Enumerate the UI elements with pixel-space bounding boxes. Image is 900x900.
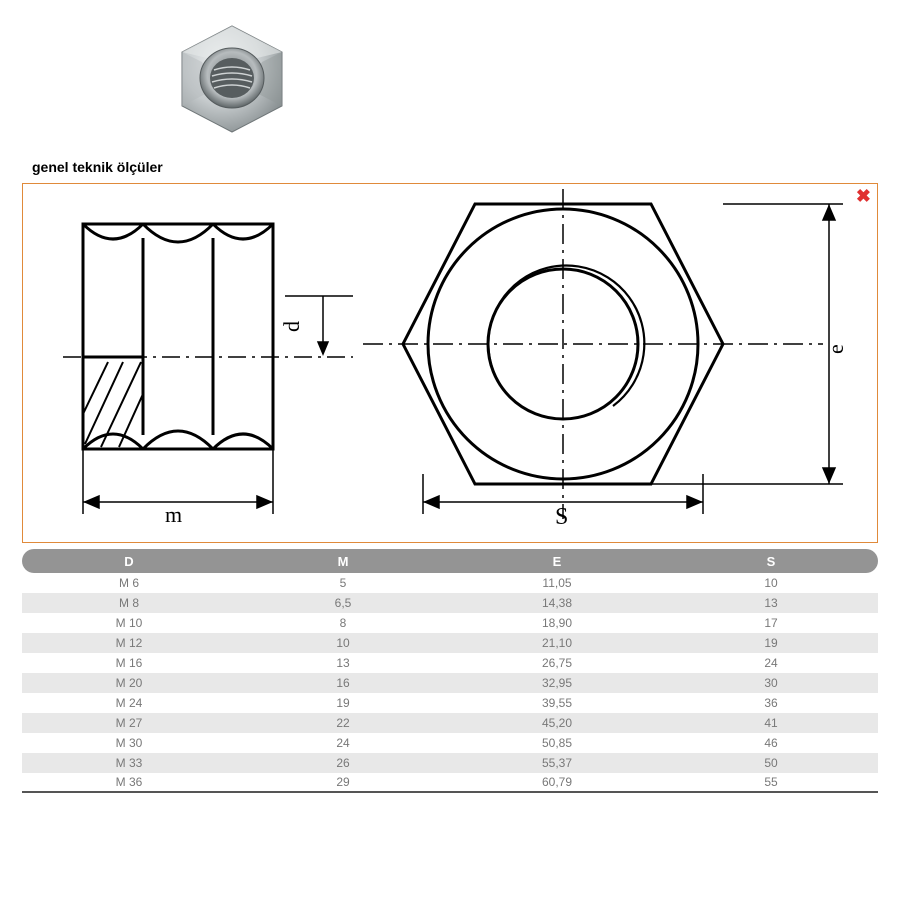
table-cell: 26,75 xyxy=(450,656,664,670)
col-header-m: M xyxy=(236,554,450,569)
dimensions-table: D M E S M 6511,0510M 86,514,3813M 10818,… xyxy=(22,549,878,793)
table-cell: 10 xyxy=(236,636,450,650)
table-cell: M 16 xyxy=(22,656,236,670)
diagram-svg: d m xyxy=(23,184,877,542)
table-body: M 6511,0510M 86,514,3813M 10818,9017M 12… xyxy=(22,573,878,793)
table-row: M 332655,3750 xyxy=(22,753,878,773)
table-cell: 16 xyxy=(236,676,450,690)
table-cell: M 30 xyxy=(22,736,236,750)
table-cell: 29 xyxy=(236,775,450,789)
table-cell: 17 xyxy=(664,616,878,630)
table-cell: M 27 xyxy=(22,716,236,730)
table-row: M 10818,9017 xyxy=(22,613,878,633)
table-cell: 8 xyxy=(236,616,450,630)
table-header: D M E S xyxy=(22,549,878,573)
table-cell: 24 xyxy=(236,736,450,750)
table-cell: 32,95 xyxy=(450,676,664,690)
table-cell: 46 xyxy=(664,736,878,750)
table-cell: 13 xyxy=(236,656,450,670)
table-row: M 86,514,3813 xyxy=(22,593,878,613)
table-cell: 55,37 xyxy=(450,756,664,770)
hex-nut-photo xyxy=(167,18,878,153)
table-cell: 22 xyxy=(236,716,450,730)
col-header-s: S xyxy=(664,554,878,569)
table-cell: 60,79 xyxy=(450,775,664,789)
close-icon[interactable]: ✖ xyxy=(856,186,871,207)
table-row: M 161326,7524 xyxy=(22,653,878,673)
table-cell: M 10 xyxy=(22,616,236,630)
col-header-e: E xyxy=(450,554,664,569)
table-cell: 19 xyxy=(664,636,878,650)
table-cell: M 24 xyxy=(22,696,236,710)
col-header-d: D xyxy=(22,554,236,569)
table-cell: 13 xyxy=(664,596,878,610)
nut-svg xyxy=(167,18,297,148)
table-cell: 45,20 xyxy=(450,716,664,730)
table-row: M 121021,1019 xyxy=(22,633,878,653)
dim-d-label: d xyxy=(279,321,304,332)
table-cell: 11,05 xyxy=(450,576,664,590)
dim-m-label: m xyxy=(165,502,182,527)
table-cell: M 33 xyxy=(22,756,236,770)
dim-e-label: e xyxy=(823,344,848,354)
table-cell: M 20 xyxy=(22,676,236,690)
table-cell: 30 xyxy=(664,676,878,690)
table-cell: 50 xyxy=(664,756,878,770)
table-cell: 5 xyxy=(236,576,450,590)
table-cell: 6,5 xyxy=(236,596,450,610)
table-cell: M 8 xyxy=(22,596,236,610)
table-cell: 18,90 xyxy=(450,616,664,630)
technical-diagram: ✖ xyxy=(22,183,878,543)
table-cell: 55 xyxy=(664,775,878,789)
table-cell: 24 xyxy=(664,656,878,670)
table-cell: 14,38 xyxy=(450,596,664,610)
table-cell: 26 xyxy=(236,756,450,770)
table-cell: 41 xyxy=(664,716,878,730)
table-row: M 6511,0510 xyxy=(22,573,878,593)
table-cell: 21,10 xyxy=(450,636,664,650)
table-row: M 302450,8546 xyxy=(22,733,878,753)
table-cell: M 36 xyxy=(22,775,236,789)
table-cell: M 12 xyxy=(22,636,236,650)
table-cell: 36 xyxy=(664,696,878,710)
table-row: M 201632,9530 xyxy=(22,673,878,693)
table-row: M 241939,5536 xyxy=(22,693,878,713)
section-title: genel teknik ölçüler xyxy=(32,159,878,175)
table-row: M 272245,2041 xyxy=(22,713,878,733)
table-cell: M 6 xyxy=(22,576,236,590)
table-cell: 39,55 xyxy=(450,696,664,710)
table-cell: 19 xyxy=(236,696,450,710)
table-cell: 10 xyxy=(664,576,878,590)
table-row: M 362960,7955 xyxy=(22,773,878,793)
dim-s-label: S xyxy=(555,504,568,530)
table-cell: 50,85 xyxy=(450,736,664,750)
